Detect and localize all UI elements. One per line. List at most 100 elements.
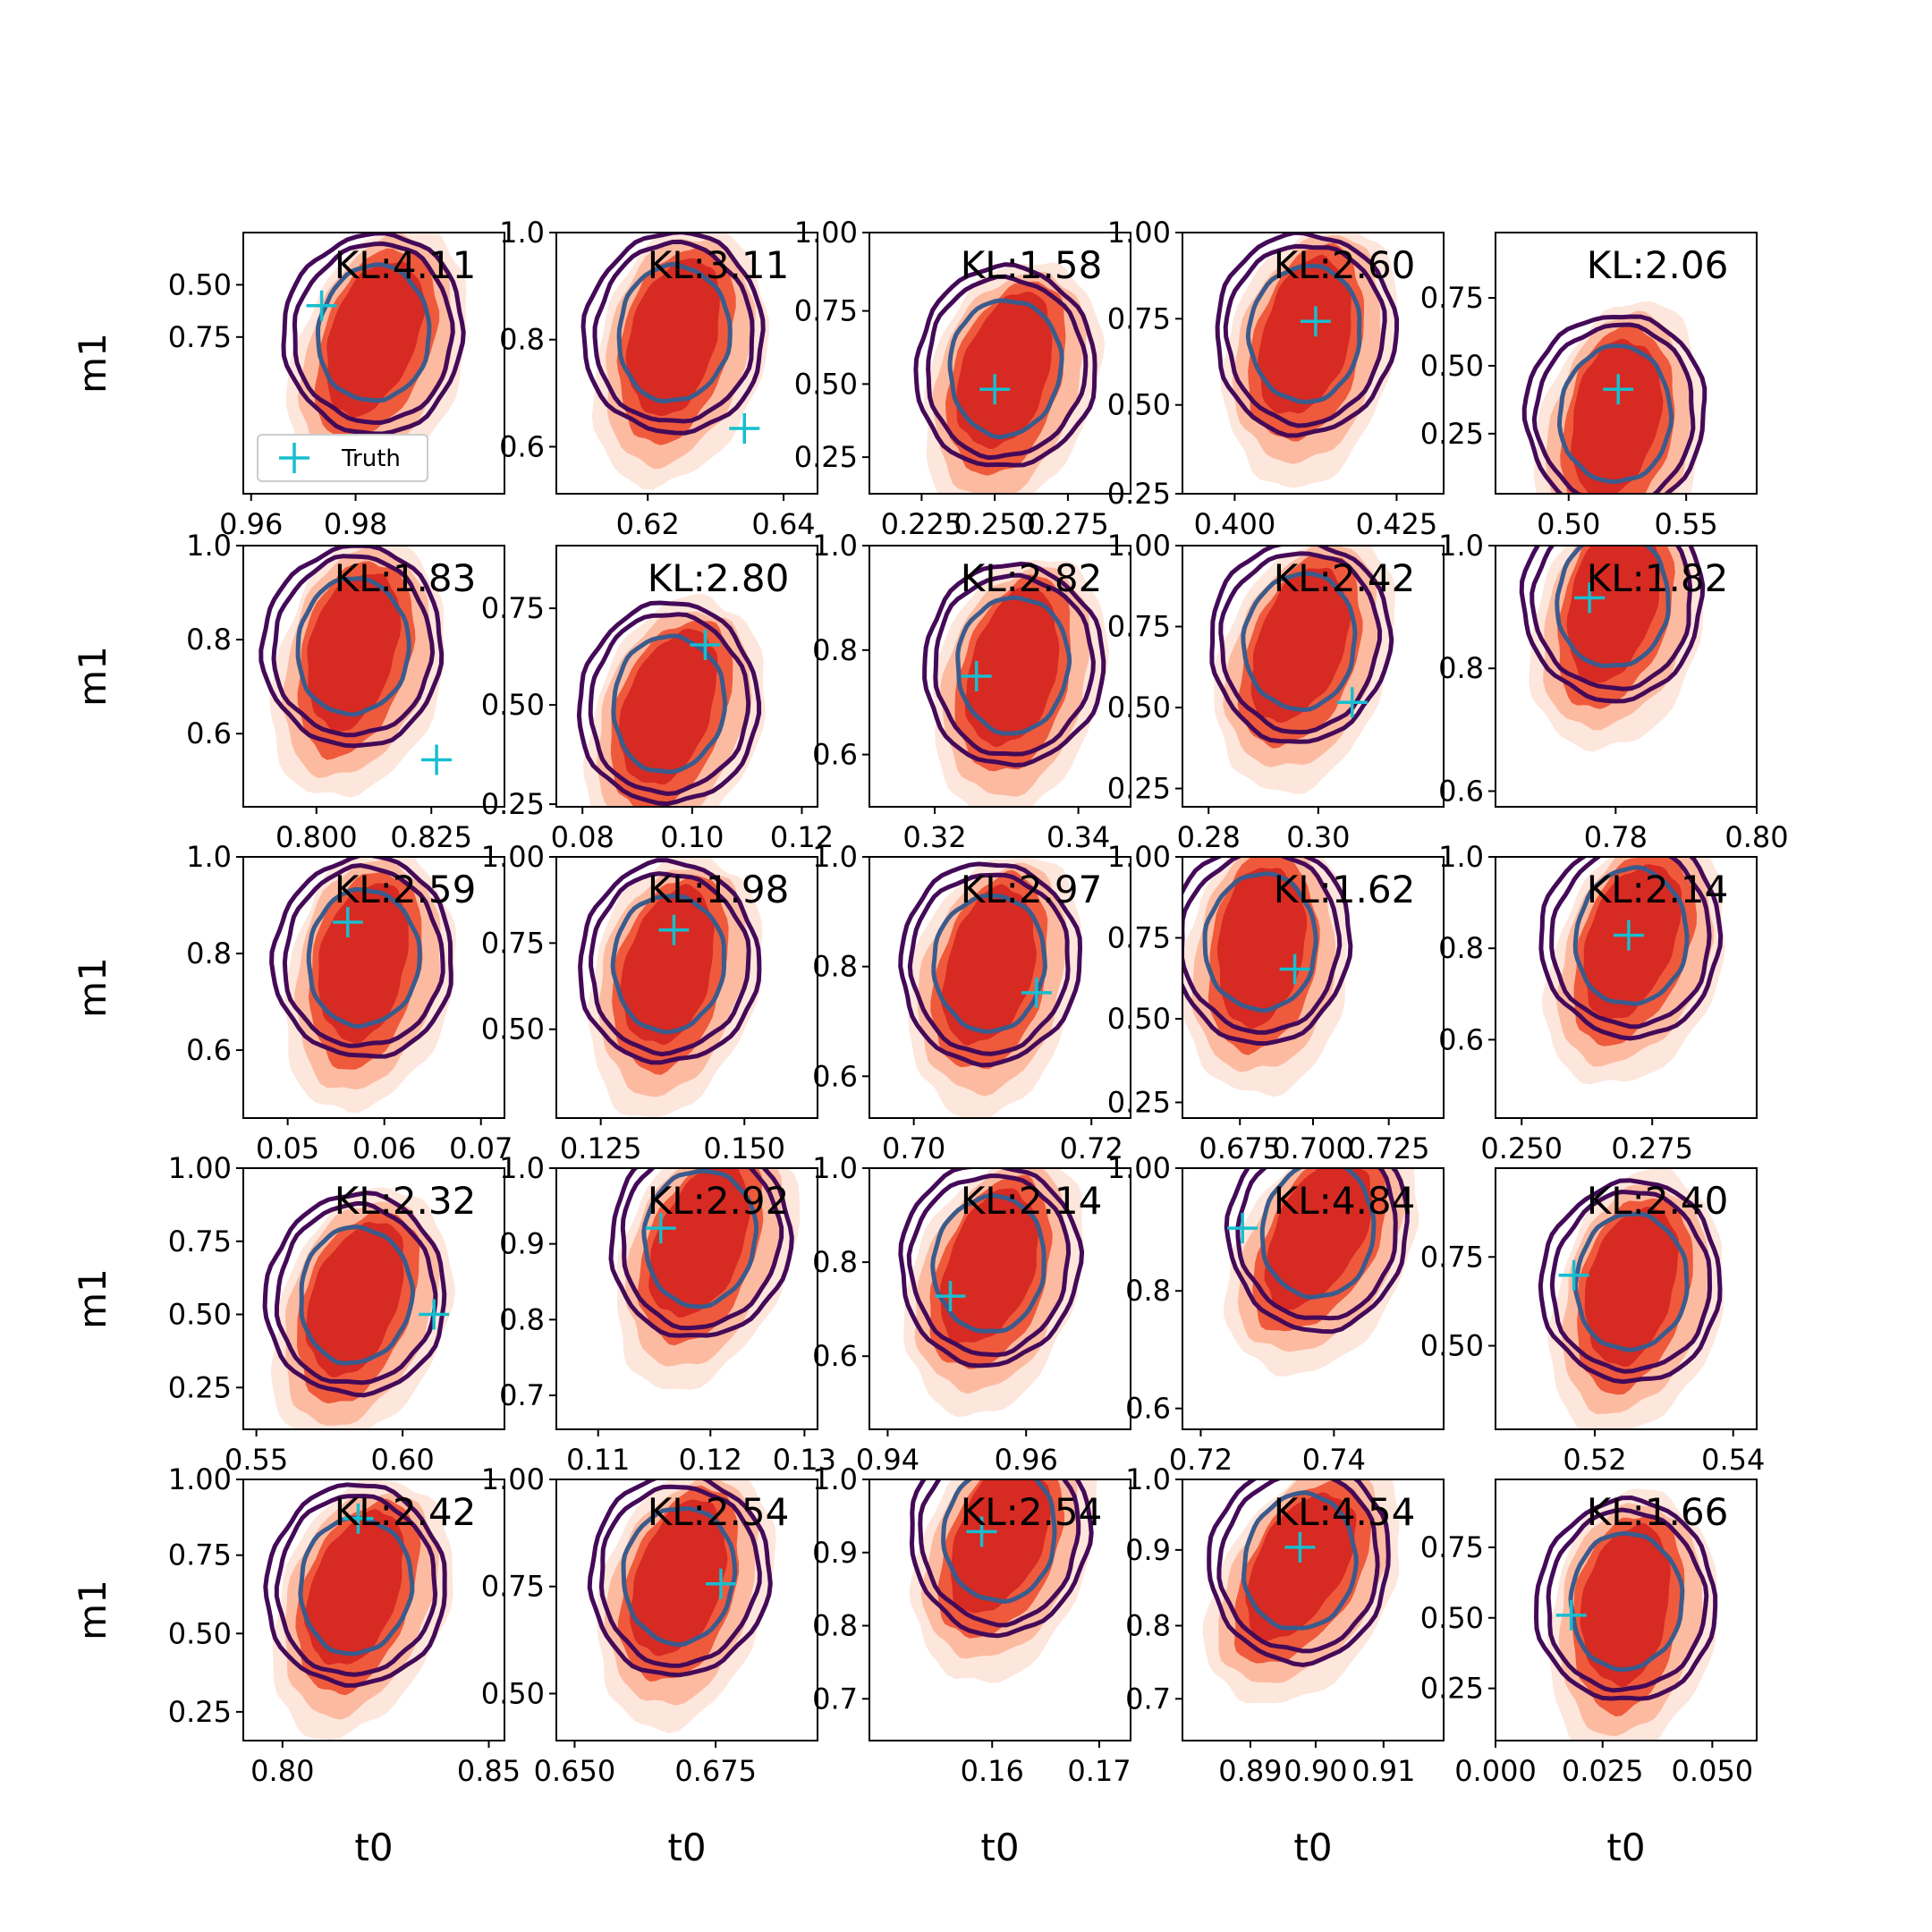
x-tick-label: 0.34: [1046, 820, 1110, 854]
subplot: KL:2.80 0.08 0.10 0.12 0.75 0.50 0.25: [481, 545, 834, 854]
y-tick-label: 0.50: [1107, 1002, 1171, 1036]
x-axis-label: t0: [1293, 1826, 1332, 1869]
y-tick-label: 0.6: [186, 716, 232, 750]
contour-outer: [576, 600, 762, 807]
contour-outer: [1224, 1168, 1410, 1335]
y-tick-label: 1.0: [186, 840, 232, 874]
kl-label: KL:4.54: [1274, 1490, 1416, 1534]
contour-outer: [913, 262, 1097, 468]
contour-outer: [608, 1168, 794, 1338]
kl-label: KL:2.80: [648, 556, 790, 600]
kl-label: KL:2.97: [961, 868, 1103, 911]
x-axis-label: t0: [354, 1826, 393, 1869]
contour-middle: [1235, 1168, 1398, 1321]
y-tick-label: 0.6: [499, 429, 545, 463]
contour-middle: [1182, 857, 1343, 1035]
contour-inner: [1572, 865, 1690, 1006]
x-tick-label: 0.96: [995, 1443, 1058, 1477]
plot-area: [1224, 1168, 1419, 1377]
subplot: KL:2.97 0.70 0.72 1.0 0.8 0.6: [812, 840, 1131, 1165]
plot-area: [258, 546, 453, 798]
y-tick-label: 0.25: [168, 1370, 232, 1404]
contour-inner: [1241, 1490, 1359, 1631]
axes-frame: [1182, 232, 1445, 495]
contour-inner: [1568, 1530, 1685, 1673]
axes-frame: [555, 1167, 818, 1430]
y-tick-label: 0.25: [1107, 1085, 1171, 1119]
y-tick-label: 1.0: [812, 1462, 858, 1496]
contour-outer: [1538, 857, 1724, 1041]
y-tick-label: 0.50: [1107, 691, 1171, 724]
y-tick-label: 0.50: [481, 1676, 545, 1710]
y-tick-label: 0.25: [794, 440, 858, 474]
plot-area: [587, 1479, 776, 1733]
y-tick-label: 1.0: [812, 529, 858, 563]
contour-middle: [274, 1201, 438, 1385]
axes-frame: [242, 1167, 505, 1430]
y-tick-label: 0.8: [812, 950, 858, 984]
contour-outer: [898, 861, 1083, 1068]
contour-inner: [947, 298, 1064, 440]
y-tick-label: 0.25: [1420, 417, 1484, 451]
plot-area: [263, 1479, 453, 1740]
y-tick-label: 0.75: [481, 1570, 545, 1604]
x-tick-label: 0.85: [457, 1754, 521, 1788]
y-tick-label: 0.7: [812, 1682, 858, 1716]
x-tick-label: 0.80: [1724, 820, 1788, 854]
plot-area: [576, 593, 766, 807]
axes-frame: [869, 1167, 1131, 1430]
contour-middle: [589, 871, 751, 1057]
x-tick-label: 0.89: [1218, 1754, 1282, 1788]
y-axis-label: m1: [71, 1580, 114, 1640]
kl-label: KL:2.40: [1587, 1179, 1729, 1223]
subplot: KL:1.98 0.125 0.150 1.00 0.75 0.50: [481, 840, 818, 1165]
plot-area: [898, 857, 1083, 1118]
x-tick-label: 0.025: [1562, 1754, 1644, 1788]
plot-area: [913, 262, 1106, 494]
y-tick-label: 0.7: [499, 1378, 545, 1412]
y-tick-label: 0.75: [168, 320, 232, 354]
plot-area: [1538, 857, 1725, 1085]
contour-middle: [1530, 546, 1693, 691]
y-tick-label: 0.25: [481, 787, 545, 821]
x-tick-label: 0.07: [449, 1131, 513, 1165]
contour-middle: [592, 239, 755, 424]
x-tick-label: 0.74: [1302, 1443, 1366, 1477]
y-tick-label: 0.50: [168, 1298, 232, 1332]
x-tick-label: 0.13: [773, 1443, 836, 1477]
plot-area: [898, 1168, 1085, 1418]
x-tick-label: 0.400: [1194, 507, 1276, 541]
y-tick-label: 1.0: [1438, 840, 1484, 874]
plot-area: [1182, 857, 1353, 1097]
x-tick-label: 0.800: [275, 820, 358, 854]
plot-area: [1215, 233, 1400, 488]
y-tick-label: 1.00: [1107, 216, 1171, 250]
y-tick-label: 0.8: [1438, 651, 1484, 685]
density-fill-core: [1250, 567, 1352, 724]
contour-middle: [1549, 857, 1712, 1030]
contour-middle: [588, 612, 751, 797]
kl-label: KL:2.14: [961, 1179, 1103, 1223]
plot-area: [922, 559, 1110, 807]
y-tick-label: 0.50: [481, 1013, 545, 1046]
kl-label: KL:2.14: [1587, 868, 1729, 911]
subplot: KL:2.14 0.250 0.275 1.0 0.8 0.6: [1438, 840, 1758, 1165]
x-tick-label: 0.675: [1199, 1131, 1281, 1165]
subplot: KL:4.84 0.72 0.74 1.00 0.8 0.6: [1107, 1151, 1445, 1477]
plot-area: [580, 233, 769, 490]
y-tick-label: 0.75: [1420, 1240, 1484, 1274]
x-tick-label: 0.94: [856, 1443, 919, 1477]
legend-label: Truth: [341, 445, 401, 472]
y-tick-label: 1.0: [812, 1151, 858, 1185]
axes-frame: [1495, 1167, 1758, 1430]
y-tick-label: 0.75: [481, 926, 545, 960]
contour-inner: [1241, 571, 1358, 713]
x-tick-label: 0.30: [1286, 820, 1350, 854]
density-fill-core: [620, 883, 715, 1045]
kl-label: KL:1.66: [1587, 1490, 1729, 1534]
y-tick-label: 0.75: [1107, 301, 1171, 335]
contour-middle: [271, 554, 436, 738]
x-tick-label: 0.000: [1454, 1754, 1537, 1788]
kl-label: KL:2.60: [1274, 243, 1416, 287]
